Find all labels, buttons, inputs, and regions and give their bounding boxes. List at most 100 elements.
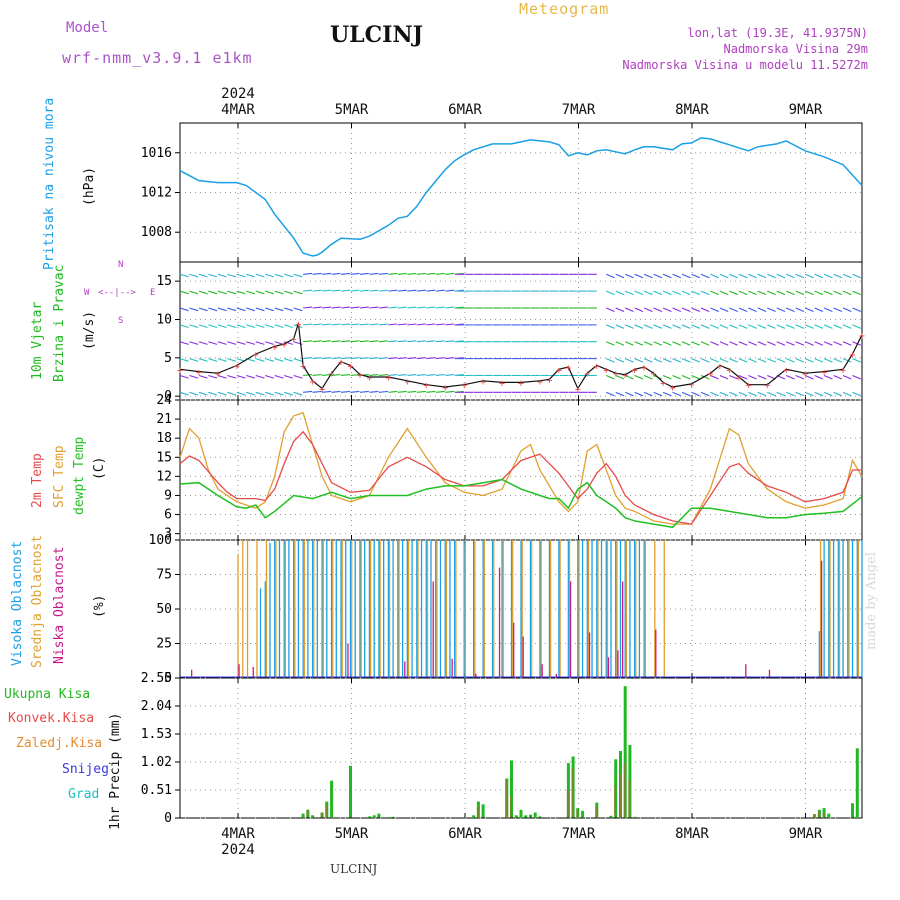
wind-speed-marker: + xyxy=(385,373,391,384)
wind-arrow xyxy=(842,341,852,346)
wind-arrow xyxy=(653,324,663,329)
wind-arrow xyxy=(407,289,417,292)
wind-arrow xyxy=(729,307,738,313)
wind-arrow xyxy=(293,358,303,362)
wind-speed-marker: + xyxy=(518,378,524,389)
wind-arrow xyxy=(691,273,701,279)
wind-arrow xyxy=(738,391,748,397)
wind-arrow xyxy=(350,374,360,377)
wind-arrow xyxy=(340,306,351,309)
top-date-label: 6MAR xyxy=(448,102,482,118)
wind-arrow xyxy=(814,341,824,346)
wind-arrow xyxy=(265,324,274,329)
wind-arrow xyxy=(312,323,322,326)
wind-arrow xyxy=(700,273,710,279)
wind-arrow xyxy=(322,289,332,292)
wind-arrow xyxy=(833,391,843,397)
wind-arrow xyxy=(615,273,625,279)
wind-arrow xyxy=(388,306,398,309)
panel-frame-precip xyxy=(179,677,863,819)
precip-total-bar xyxy=(510,760,513,818)
wind-arrow xyxy=(624,358,634,363)
wind-arrow xyxy=(274,324,284,329)
wind-speed-marker: + xyxy=(840,365,846,376)
wind-speed-marker: + xyxy=(736,373,742,384)
wind-arrow xyxy=(312,390,322,393)
wind-arrow xyxy=(189,273,199,278)
wind-arrow xyxy=(416,374,426,377)
wind-arrow xyxy=(340,374,351,377)
wind-arrow xyxy=(786,307,795,313)
wind-arrow xyxy=(227,358,237,362)
wind-arrow xyxy=(804,307,814,313)
wind-arrow xyxy=(786,273,795,279)
wind-arrow xyxy=(643,341,653,346)
wind-arrow xyxy=(681,307,691,313)
wind-arrow xyxy=(435,289,445,292)
precip-conv-bar xyxy=(325,804,328,818)
wind-arrow xyxy=(615,290,625,296)
wind-arrow xyxy=(852,307,862,313)
bottom-date-label: 5MAR xyxy=(335,826,369,842)
wind-arrow xyxy=(757,358,767,363)
wind-arrow xyxy=(198,341,208,345)
wind-arrow xyxy=(852,273,862,279)
wind-arrow xyxy=(359,357,369,360)
ytick-label-cloud: 50 xyxy=(156,602,172,617)
wind-arrow xyxy=(331,306,341,309)
wind-arrow xyxy=(719,341,729,346)
wind-arrow xyxy=(435,374,445,377)
wind-arrow xyxy=(624,290,634,296)
wind-arrow xyxy=(293,374,303,379)
ytick-label-wind: 5 xyxy=(164,351,172,366)
wind-arrow xyxy=(700,324,710,329)
wind-arrow xyxy=(312,272,322,275)
model-elevation-label: Nadmorska Visina u modelu 11.5272m xyxy=(622,58,868,72)
wind-arrow xyxy=(606,374,615,380)
wind-arrow xyxy=(189,358,199,362)
wind-arrow xyxy=(274,290,284,295)
wind-speed-marker: + xyxy=(670,383,676,394)
wind-arrow xyxy=(710,290,719,296)
wind-arrow xyxy=(208,307,218,312)
wind-arrow xyxy=(179,307,189,312)
lonlat-label: lon,lat (19.3E, 41.9375N) xyxy=(687,26,868,40)
wind-arrow xyxy=(624,324,634,329)
ytick-label-temp: 6 xyxy=(164,508,172,523)
wind-arrow xyxy=(350,323,360,326)
wind-arrow xyxy=(388,340,398,343)
wind-arrow xyxy=(710,358,719,363)
wind-arrow xyxy=(426,374,436,377)
wind-arrow xyxy=(729,374,738,380)
wind-arrow xyxy=(189,374,199,379)
wind-arrow xyxy=(738,290,748,296)
precip-total-bar xyxy=(367,816,371,818)
wind-arrow xyxy=(369,289,379,292)
wind-speed-marker: + xyxy=(764,381,770,392)
wind-arrow xyxy=(397,390,407,393)
wind-arrow xyxy=(208,374,218,379)
wind-speed-marker: + xyxy=(366,373,372,384)
wind-arrow xyxy=(303,323,313,326)
wind-arrow xyxy=(700,290,710,296)
wind-arrow xyxy=(303,357,313,360)
wind-arrow xyxy=(189,341,199,345)
wind-arrow xyxy=(606,307,615,313)
wind-arrow xyxy=(217,374,227,379)
wind-arrow xyxy=(786,391,795,397)
wind-arrow xyxy=(331,390,341,393)
wind-arrow xyxy=(719,391,729,397)
wind-arrow xyxy=(236,290,246,295)
wind-arrow xyxy=(284,273,293,278)
compass-n: N xyxy=(118,260,124,270)
wind-speed-marker: + xyxy=(584,369,590,380)
wind-arrow xyxy=(378,357,388,360)
compass-s: S xyxy=(118,316,124,326)
wind-arrow xyxy=(786,341,795,346)
wind-arrow xyxy=(179,391,189,396)
wind-arrow xyxy=(729,341,738,346)
wind-arrow xyxy=(293,391,303,396)
wind-speed-marker: + xyxy=(613,369,619,380)
wind-arrow xyxy=(710,341,719,346)
wind-arrow xyxy=(274,307,284,312)
